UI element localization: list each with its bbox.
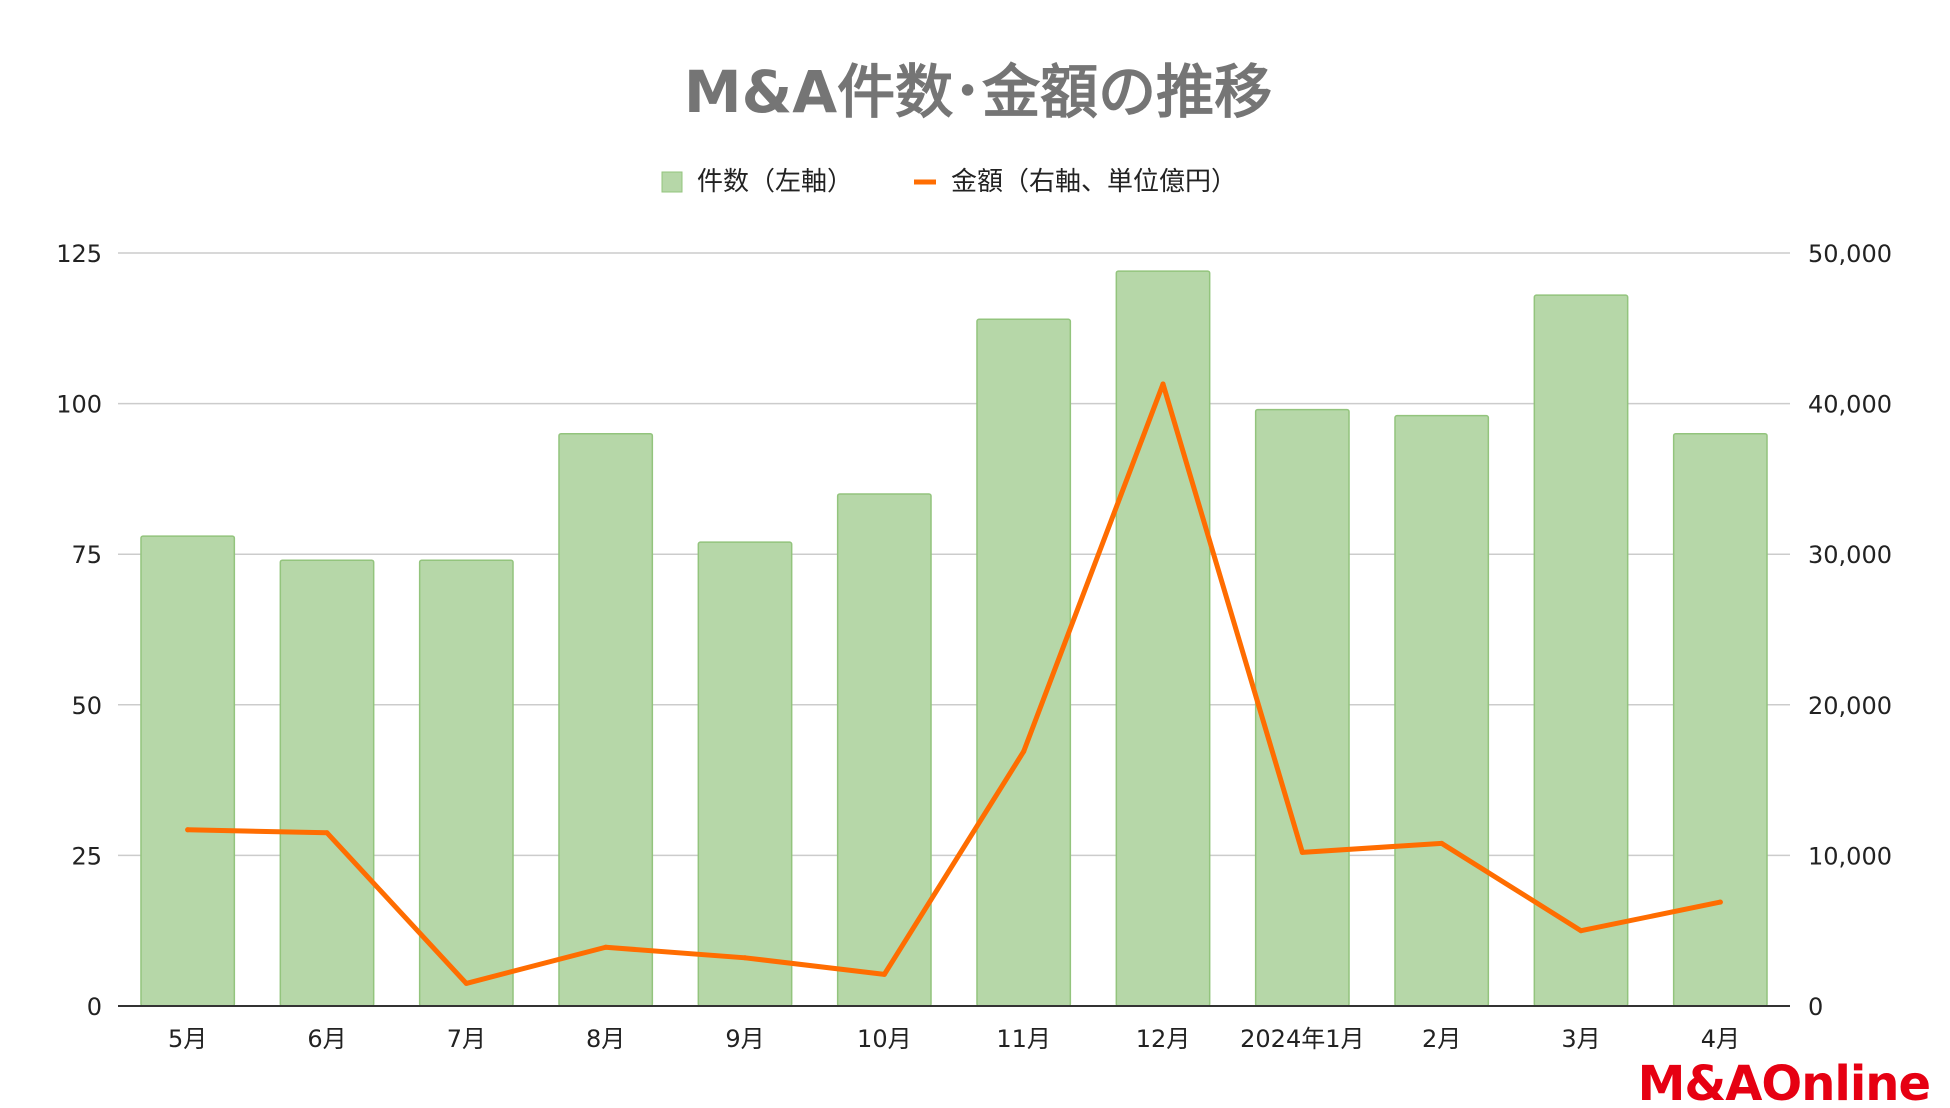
ma-online-logo: M&AOnline (1638, 1056, 1931, 1108)
bar (697, 541, 793, 1007)
line-point (881, 971, 887, 977)
line-point (1021, 748, 1027, 754)
x-tick-label: 5月 (168, 1025, 207, 1053)
bar (1533, 294, 1629, 1007)
x-tick-label: 7月 (447, 1025, 486, 1053)
legend-swatch-bar (661, 171, 683, 193)
bar (1115, 270, 1211, 1007)
y-left-tick-label: 100 (56, 391, 102, 419)
y-right-tick-label: 10,000 (1808, 842, 1892, 870)
bar (836, 493, 932, 1007)
x-tick-label: 8月 (586, 1025, 625, 1053)
line-point (742, 955, 748, 961)
y-right-tick-label: 40,000 (1808, 391, 1892, 419)
chart-title: M&A件数･金額の推移 (684, 58, 1272, 126)
x-tick-label: 12月 (1136, 1025, 1191, 1053)
y-left-tick-label: 50 (71, 692, 102, 720)
line-point (1717, 899, 1723, 905)
y-left-tick-label: 125 (56, 240, 102, 268)
line-point (1439, 840, 1445, 846)
line-point (1578, 928, 1584, 934)
bar (1394, 414, 1490, 1007)
line-point (185, 827, 191, 833)
line-point (463, 980, 469, 986)
legend: 件数（左軸） 金額（右軸、単位億円） (661, 167, 1237, 197)
legend-label-bar: 件数（左軸） (697, 167, 853, 197)
y-right-tick-label: 20,000 (1808, 692, 1892, 720)
axis-tick-labels: 0 0 25 10,000 50 20,000 75 30,000 100 40,000 125 50… (56, 240, 1892, 1053)
bar (1672, 432, 1768, 1007)
line-point (1299, 849, 1305, 855)
x-tick-label: 2024年1月 (1240, 1025, 1364, 1053)
y-right-tick-label: 50,000 (1808, 240, 1892, 268)
bar (1254, 408, 1350, 1007)
x-tick-label: 11月 (996, 1025, 1051, 1053)
bar (558, 432, 654, 1007)
bar (418, 559, 514, 1007)
x-tick-label: 2月 (1422, 1025, 1461, 1053)
y-left-tick-label: 0 (87, 993, 102, 1021)
x-tick-label: 3月 (1561, 1025, 1600, 1053)
y-right-tick-label: 30,000 (1808, 541, 1892, 569)
amount-line (185, 381, 1723, 986)
x-tick-label: 10月 (857, 1025, 912, 1053)
x-tick-label: 9月 (725, 1025, 764, 1053)
bar (140, 535, 236, 1007)
x-tick-label: 6月 (307, 1025, 346, 1053)
line-point (603, 944, 609, 950)
line-point (1160, 381, 1166, 387)
bar (279, 559, 375, 1007)
line-series (185, 381, 1723, 986)
y-left-tick-label: 25 (71, 842, 102, 870)
x-tick-label: 4月 (1701, 1025, 1740, 1053)
logo-text: M&AOnline (1638, 1056, 1930, 1104)
gridlines (118, 252, 1790, 857)
bar-series (140, 270, 1768, 1007)
legend-label-line: 金額（右軸、単位億円） (951, 167, 1237, 197)
y-right-tick-label: 0 (1808, 993, 1823, 1021)
y-left-tick-label: 75 (71, 541, 102, 569)
line-point (324, 830, 330, 836)
